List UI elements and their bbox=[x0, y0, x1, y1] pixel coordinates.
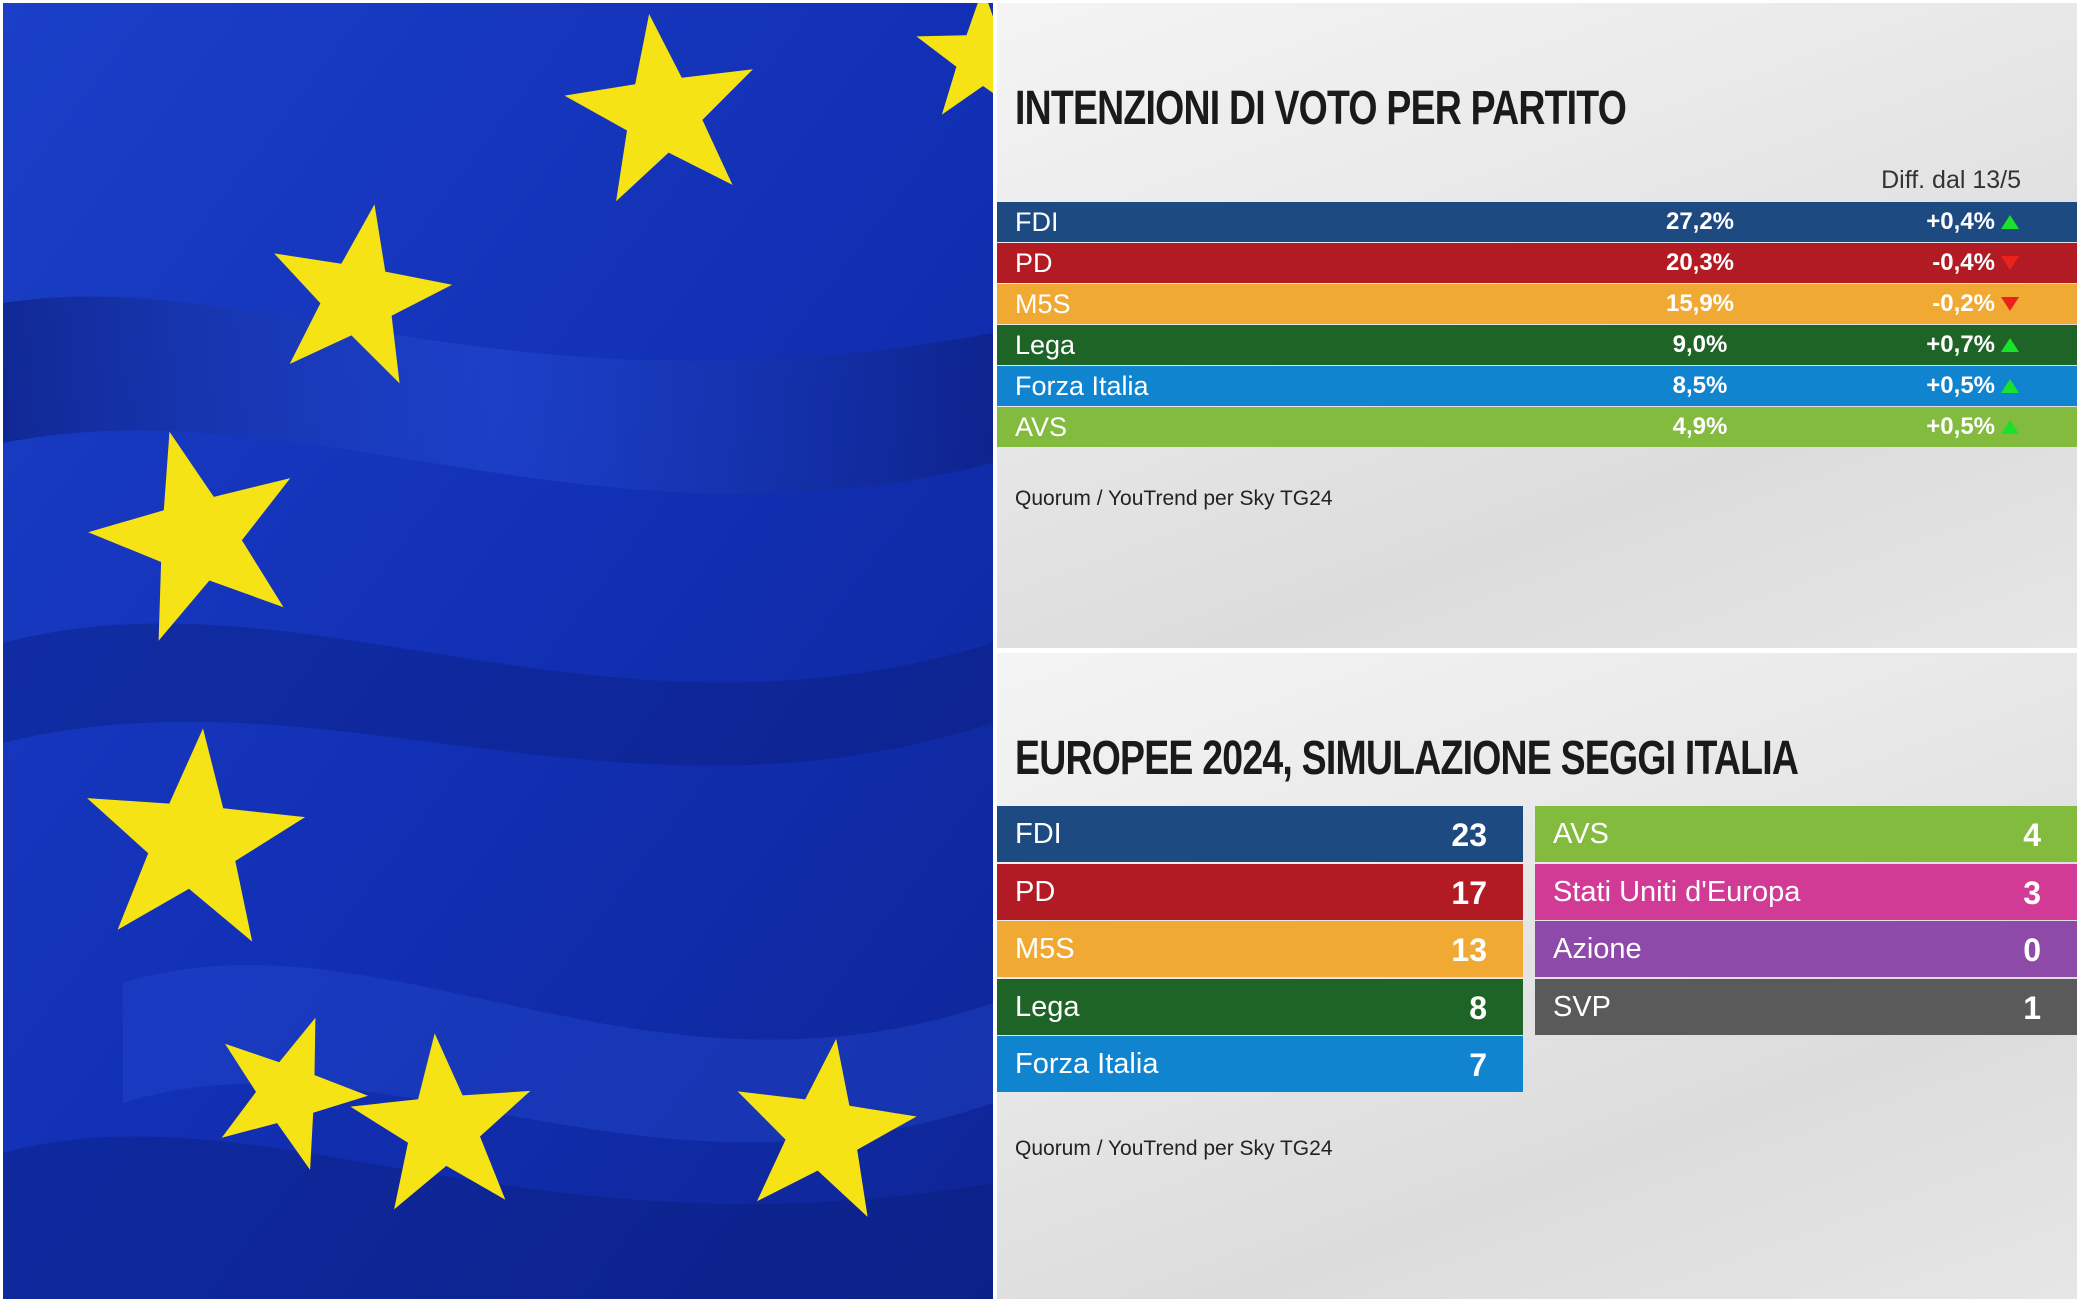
flag-star bbox=[350, 1033, 531, 1210]
party-name: AVS bbox=[1553, 818, 1609, 850]
trend-down-icon bbox=[2001, 297, 2019, 311]
vote-row: M5S 15,9% -0,2% bbox=[997, 284, 2077, 324]
seat-row: SVP 1 bbox=[1535, 978, 2077, 1035]
party-name: M5S bbox=[1015, 289, 1071, 319]
seat-count: 7 bbox=[1469, 1047, 1487, 1083]
flag-star bbox=[221, 1017, 368, 1170]
flag-fold bbox=[3, 1136, 993, 1299]
vote-diff: -0,4% bbox=[1932, 249, 1995, 276]
vote-diff: +0,5% bbox=[1926, 372, 1995, 399]
trend-up-icon bbox=[2001, 338, 2019, 352]
vote-row: FDI 27,2% +0,4% bbox=[997, 202, 2077, 242]
eu-flag-image bbox=[3, 3, 993, 1299]
seat-count: 4 bbox=[2023, 817, 2041, 853]
vote-row: PD 20,3% -0,4% bbox=[997, 243, 2077, 283]
seat-count: 1 bbox=[2023, 989, 2041, 1026]
party-name: Lega bbox=[1015, 990, 1080, 1023]
party-name: FDI bbox=[1015, 818, 1062, 850]
vote-diff: +0,4% bbox=[1926, 208, 1995, 235]
vote-percentage: 9,0% bbox=[1672, 331, 1728, 358]
party-name: PD bbox=[1015, 248, 1053, 278]
seat-row: Lega 8 bbox=[997, 978, 1523, 1035]
flag-star bbox=[87, 728, 306, 942]
party-name: PD bbox=[1015, 875, 1056, 908]
vote-percentage: 4,9% bbox=[1672, 413, 1728, 440]
vote-intentions-title: INTENZIONI DI VOTO PER PARTITO bbox=[1015, 82, 1627, 135]
flag-star bbox=[274, 204, 453, 384]
source-note: Quorum / YouTrend per Sky TG24 bbox=[1015, 1137, 1333, 1160]
seat-row: FDI 23 bbox=[997, 806, 1523, 862]
seat-row: PD 17 bbox=[997, 863, 1523, 920]
vote-diff: +0,7% bbox=[1926, 331, 1995, 358]
vote-row: Lega 9,0% +0,7% bbox=[997, 325, 2077, 365]
party-name: SVP bbox=[1553, 990, 1612, 1023]
party-name: Forza Italia bbox=[1015, 1048, 1159, 1080]
seat-row: Azione 0 bbox=[1535, 921, 2077, 977]
party-name: AVS bbox=[1015, 412, 1068, 442]
vote-percentage: 27,2% bbox=[1665, 208, 1735, 235]
seat-count: 17 bbox=[1451, 874, 1487, 911]
party-name: Stati Uniti d'Europa bbox=[1553, 875, 1801, 908]
seat-simulation-panel: EUROPEE 2024, SIMULAZIONE SEGGI ITALIA F… bbox=[997, 653, 2077, 1299]
seat-simulation-title: EUROPEE 2024, SIMULAZIONE SEGGI ITALIA bbox=[1015, 732, 1799, 785]
source-note: Quorum / YouTrend per Sky TG24 bbox=[1015, 487, 1333, 510]
seat-row: Stati Uniti d'Europa 3 bbox=[1535, 863, 2077, 920]
vote-row: Forza Italia 8,5% +0,5% bbox=[997, 366, 2077, 406]
vote-percentage: 8,5% bbox=[1672, 372, 1728, 399]
vote-diff: -0,2% bbox=[1932, 290, 1995, 317]
party-name: Lega bbox=[1015, 330, 1076, 360]
seat-row: AVS 4 bbox=[1535, 806, 2077, 862]
trend-up-icon bbox=[2001, 215, 2019, 229]
flag-star bbox=[564, 14, 753, 202]
flag-star bbox=[916, 3, 993, 115]
trend-up-icon bbox=[2001, 420, 2019, 434]
vote-percentage: 20,3% bbox=[1665, 249, 1735, 276]
seat-count: 13 bbox=[1451, 932, 1487, 968]
trend-down-icon bbox=[2001, 256, 2019, 270]
seat-count: 0 bbox=[2023, 932, 2041, 968]
party-name: FDI bbox=[1015, 207, 1059, 237]
vote-intentions-panel: INTENZIONI DI VOTO PER PARTITO Diff. dal… bbox=[997, 3, 2077, 648]
flag-fold bbox=[3, 623, 993, 766]
seat-count: 3 bbox=[2023, 874, 2041, 911]
diff-header: Diff. dal 13/5 bbox=[1881, 166, 2021, 194]
flag-star bbox=[737, 1038, 917, 1217]
eu-flag-graphic bbox=[3, 3, 993, 1299]
seat-count: 23 bbox=[1451, 817, 1487, 853]
party-name: M5S bbox=[1015, 933, 1075, 965]
flag-star bbox=[88, 431, 291, 641]
seat-row: M5S 13 bbox=[997, 921, 1523, 977]
vote-row: AVS 4,9% +0,5% bbox=[997, 407, 2077, 447]
party-name: Azione bbox=[1553, 933, 1642, 965]
seat-row: Forza Italia 7 bbox=[997, 1036, 1523, 1092]
vote-diff: +0,5% bbox=[1926, 413, 1995, 440]
seat-count: 8 bbox=[1469, 989, 1487, 1026]
party-name: Forza Italia bbox=[1015, 371, 1149, 401]
trend-up-icon bbox=[2001, 379, 2019, 393]
vote-percentage: 15,9% bbox=[1665, 290, 1735, 317]
flag-fold bbox=[3, 296, 993, 494]
